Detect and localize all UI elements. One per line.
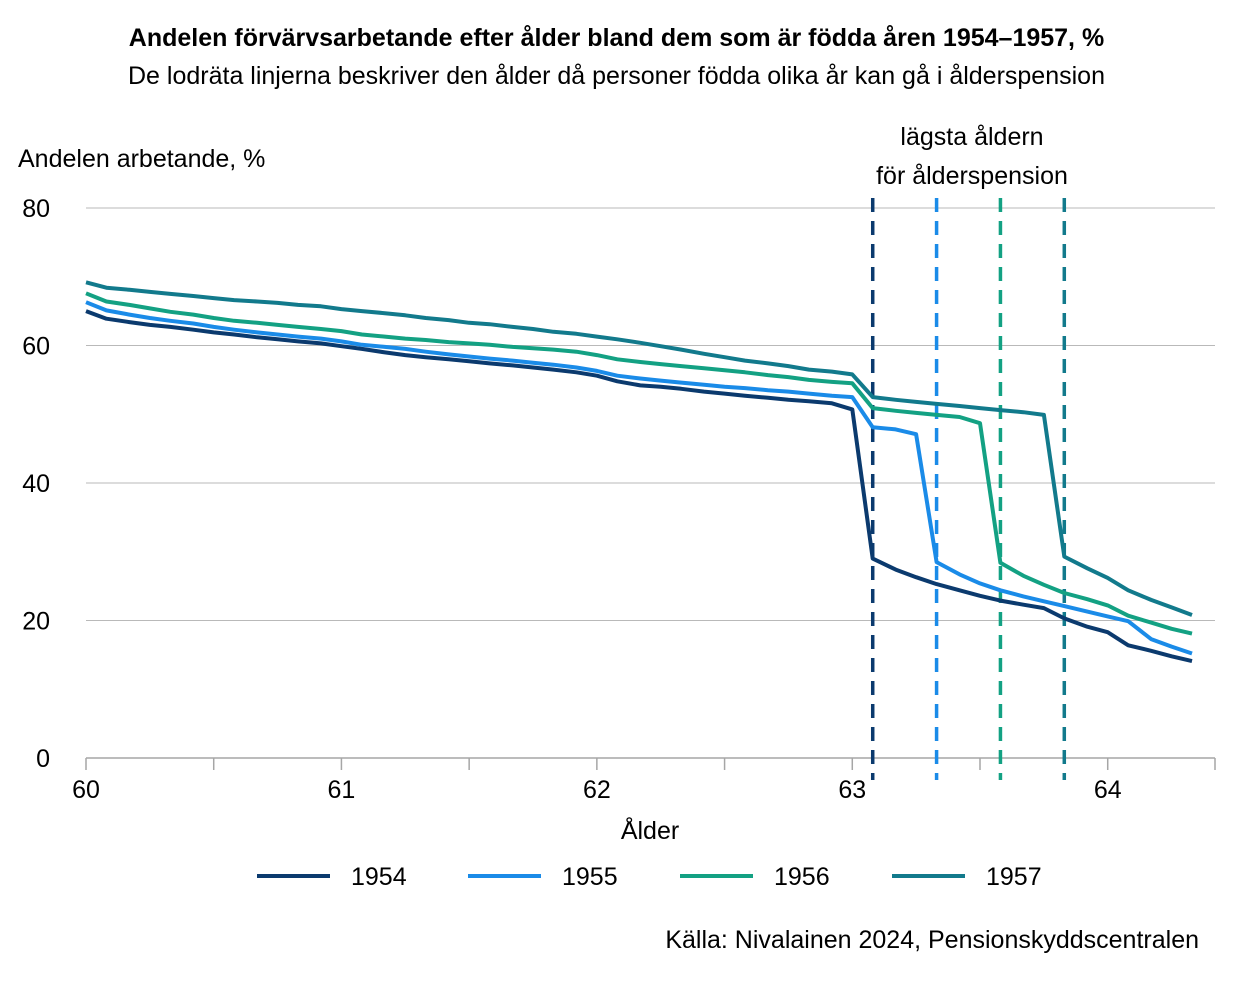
y-tick-label-60: 60 (22, 333, 50, 361)
x-tick-label-60: 60 (72, 776, 100, 804)
chart-subtitle: De lodräta linjerna beskriver den ålder … (128, 62, 1105, 90)
x-tick-label-62: 62 (583, 776, 611, 804)
chart-title: Andelen förvärvsarbetande efter ålder bl… (128, 24, 1105, 52)
legend-label-1955: 1955 (562, 863, 618, 891)
x-tick-label-63: 63 (838, 776, 866, 804)
series-line-1954 (85, 309, 1193, 664)
series-line-1956 (85, 291, 1193, 636)
y-tick-label-0: 0 (36, 745, 50, 773)
annotation-line-2: för ålderspension (876, 162, 1068, 190)
y-tick-label-40: 40 (22, 470, 50, 498)
series-line-1957 (85, 280, 1193, 617)
data-series (85, 280, 1193, 664)
retirement-age-lines (870, 198, 1067, 780)
annotation-line-1: lägsta åldern (900, 123, 1043, 151)
legend-label-1957: 1957 (986, 863, 1042, 891)
legend-label-1954: 1954 (351, 863, 407, 891)
y-axis-label: Andelen arbetande, % (18, 145, 265, 173)
y-tick-label-80: 80 (22, 195, 50, 223)
legend: 1954 1955 1956 1957 (257, 863, 1042, 891)
x-tick-label-64: 64 (1094, 776, 1122, 804)
y-tick-label-20: 20 (22, 608, 50, 636)
x-tick-label-61: 61 (328, 776, 356, 804)
source-note: Källa: Nivalainen 2024, Pensionskyddscen… (665, 926, 1199, 954)
x-axis-label: Ålder (621, 815, 679, 845)
series-line-1955 (85, 300, 1193, 656)
axes: 0 20 40 60 80 60 61 62 63 64 (22, 195, 1216, 804)
legend-label-1956: 1956 (774, 863, 830, 891)
